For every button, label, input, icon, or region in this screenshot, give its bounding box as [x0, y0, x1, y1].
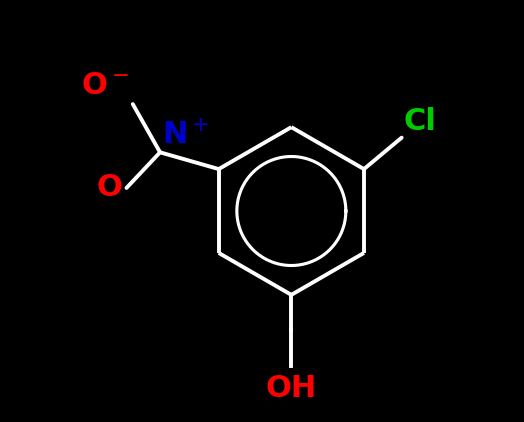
Text: Cl: Cl	[404, 106, 436, 135]
Text: O: O	[96, 173, 122, 203]
Text: O$^-$: O$^-$	[81, 71, 128, 100]
Text: OH: OH	[266, 374, 317, 403]
Text: N$^+$: N$^+$	[162, 121, 210, 150]
